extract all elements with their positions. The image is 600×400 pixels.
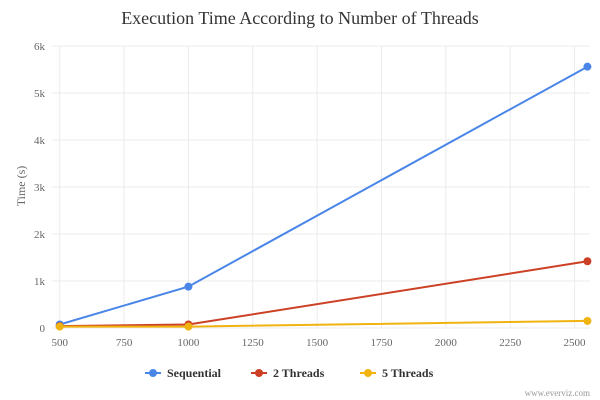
- y-tick-label: 6k: [34, 41, 46, 53]
- legend-item[interactable]: 5 Threads: [360, 366, 434, 380]
- x-tick-label: 2500: [564, 337, 587, 349]
- x-tick-label: 500: [51, 337, 68, 349]
- chart-title: Execution Time According to Number of Th…: [121, 8, 479, 28]
- series-line: [59, 260, 588, 328]
- data-point[interactable]: [184, 282, 193, 291]
- data-point[interactable]: [184, 322, 193, 331]
- series-2: [55, 316, 592, 331]
- chart-credit: www.everviz.com: [525, 388, 590, 398]
- y-tick-label: 5k: [34, 88, 46, 100]
- y-tick-label: 2k: [34, 229, 46, 241]
- series-line: [59, 319, 588, 328]
- x-tick-label: 2250: [499, 337, 522, 349]
- x-tick-label: 1500: [306, 337, 329, 349]
- y-tick-label: 3k: [34, 182, 46, 194]
- x-tick-label: 750: [116, 337, 133, 349]
- data-point[interactable]: [55, 322, 64, 331]
- chart-legend[interactable]: Sequential 2 Threads 5 Threads: [145, 366, 434, 380]
- y-axis-title: Time (s): [14, 166, 28, 207]
- legend-label: 2 Threads: [273, 366, 325, 380]
- legend-marker: [149, 369, 157, 377]
- x-tick-label: 1750: [370, 337, 393, 349]
- series-1: [55, 257, 592, 331]
- y-tick-label: 0: [40, 323, 46, 335]
- data-point[interactable]: [583, 316, 592, 325]
- legend-item[interactable]: Sequential: [145, 366, 222, 380]
- data-point[interactable]: [583, 62, 592, 71]
- chart-grid: [52, 45, 590, 329]
- data-point[interactable]: [583, 257, 592, 266]
- series-line: [59, 65, 588, 326]
- y-tick-label: 4k: [34, 135, 46, 147]
- axis-ticks: 0 1k 2k 3k 4k 5k 6k 500 750 1000 1250 1500 1750 2000 2…: [34, 41, 586, 349]
- legend-label: 5 Threads: [382, 366, 434, 380]
- y-tick-label: 1k: [34, 276, 46, 288]
- x-tick-label: 1250: [242, 337, 265, 349]
- x-tick-label: 1000: [177, 337, 200, 349]
- series-0: [55, 62, 592, 329]
- legend-item[interactable]: 2 Threads: [251, 366, 325, 380]
- chart-series: [55, 62, 592, 331]
- legend-label: Sequential: [167, 366, 222, 380]
- legend-marker: [255, 369, 263, 377]
- legend-marker: [364, 369, 372, 377]
- x-tick-label: 2000: [435, 337, 458, 349]
